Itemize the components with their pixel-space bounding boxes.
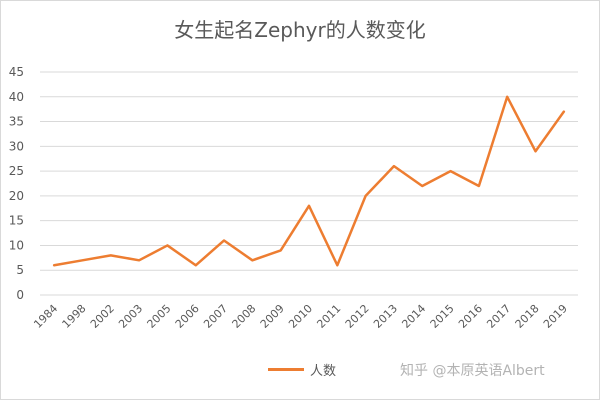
- legend: 人数: [268, 360, 336, 379]
- y-tick-label: 25: [9, 164, 24, 178]
- y-tick-label: 35: [9, 115, 24, 129]
- x-tick-label: 1998: [60, 302, 89, 331]
- x-tick-label: 1984: [31, 302, 60, 331]
- y-tick-label: 20: [9, 189, 24, 203]
- x-axis-ticks: 1984 1998 2002 2003 2005 2006 2007 2008 2009 2010…: [31, 302, 570, 331]
- x-tick-label: 2007: [201, 302, 230, 331]
- y-axis-ticks: 0 5 10 15 20 25 30 35 40 45: [9, 65, 24, 302]
- y-tick-label: 5: [16, 263, 24, 277]
- y-tick-label: 0: [16, 288, 24, 302]
- watermark: 知乎 @本原英语Albert: [400, 363, 545, 379]
- x-tick-label: 2003: [116, 302, 145, 331]
- y-tick-label: 15: [9, 214, 24, 228]
- x-tick-label: 2006: [173, 302, 202, 331]
- series-line: [52, 95, 566, 267]
- x-tick-label: 2013: [371, 302, 400, 331]
- x-tick-label: 2016: [456, 302, 485, 331]
- x-tick-label: 2014: [399, 302, 428, 331]
- x-tick-label: 2017: [484, 302, 513, 331]
- x-tick-label: 2012: [343, 302, 372, 331]
- x-tick-label: 2002: [88, 302, 117, 331]
- grid-lines: [40, 71, 578, 296]
- series-layer: [52, 95, 566, 267]
- chart-title: 女生起名Zephyr的人数变化: [174, 18, 426, 42]
- x-tick-label: 2015: [428, 302, 457, 331]
- x-tick-label: 2010: [286, 302, 315, 331]
- x-tick-label: 2009: [258, 302, 287, 331]
- x-tick-label: 2008: [229, 302, 258, 331]
- y-tick-label: 40: [9, 90, 24, 104]
- y-tick-label: 10: [9, 238, 24, 252]
- y-tick-label: 30: [9, 139, 24, 153]
- y-tick-label: 45: [9, 65, 24, 79]
- x-tick-label: 2018: [513, 302, 542, 331]
- legend-swatch: [268, 368, 304, 371]
- legend-label: 人数: [310, 364, 337, 379]
- x-tick-label: 2019: [541, 302, 570, 331]
- x-tick-label: 2005: [145, 302, 174, 331]
- x-tick-label: 2011: [314, 302, 343, 331]
